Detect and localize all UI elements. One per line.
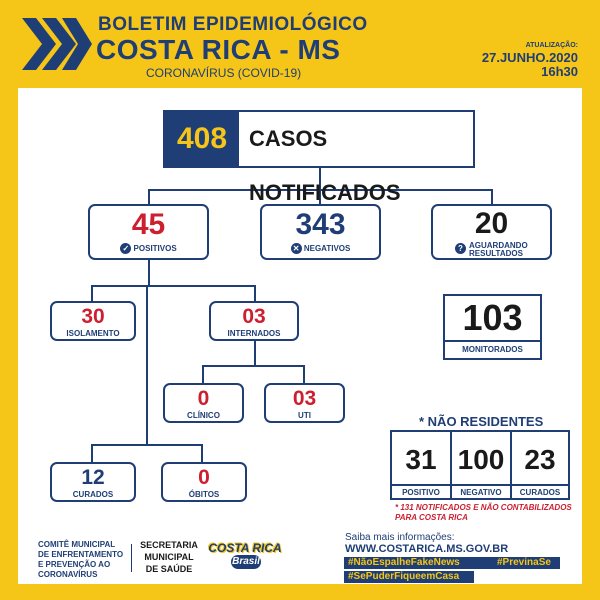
logo-text: COSTA RICA <box>208 541 282 555</box>
costa-rica-logo: COSTA RICA Brasil <box>207 538 283 576</box>
connector <box>91 285 93 303</box>
connector <box>146 285 148 445</box>
connector <box>491 189 493 205</box>
obitos-value: 0 <box>198 466 210 489</box>
cases-total-value: 408 <box>165 112 239 166</box>
nao-residentes-title: * NÃO RESIDENTES <box>419 414 544 429</box>
nao-residentes-label-row: POSITIVO NEGATIVO CURADOS <box>392 484 568 500</box>
uti-box: 03 UTI <box>264 383 345 423</box>
positivos-label-row: ✓ POSITIVOS <box>90 243 207 254</box>
connector <box>148 258 150 286</box>
nao-residentes-note-1: * 131 NOTIFICADOS E NÃO CONTABILIZADOS <box>395 503 572 512</box>
monitorados-label-bar: MONITORADOS <box>443 342 542 360</box>
positivos-value: 45 <box>131 208 166 241</box>
hashtag-bar-1 <box>344 557 560 569</box>
connector <box>91 285 256 287</box>
negativos-label-row: ✕ NEGATIVOS <box>262 243 379 254</box>
update-label: ATUALIZAÇÃO: <box>525 42 578 49</box>
committee-line-1: COMITÊ MUNICIPAL <box>38 540 116 549</box>
connector <box>202 365 305 367</box>
secretaria-line-3: DE SAÚDE <box>145 564 193 574</box>
chevrons-icon <box>22 14 92 74</box>
hashtag-previna: #PrevinaSe <box>497 557 551 568</box>
hashtag-bar-2 <box>344 571 474 583</box>
connector <box>319 189 321 205</box>
obitos-box: 0 ÓBITOS <box>161 462 247 502</box>
header-city: COSTA RICA - MS <box>96 34 341 65</box>
nao-residentes-cell: 100 <box>452 432 512 498</box>
connector <box>303 365 305 385</box>
isolamento-box: 30 ISOLAMENTO <box>50 301 136 341</box>
connector <box>91 444 203 446</box>
negativos-label: NEGATIVOS <box>303 244 351 253</box>
negativos-value: 343 <box>295 208 346 241</box>
internados-box: 03 INTERNADOS <box>209 301 299 341</box>
connector <box>91 444 93 464</box>
isolamento-label: ISOLAMENTO <box>66 329 120 338</box>
connector <box>254 340 256 366</box>
monitorados-value: 103 <box>462 297 523 338</box>
committee-line-2: DE ENFRENTAMENTO <box>38 550 124 559</box>
connector <box>201 444 203 464</box>
curados-box: 12 CURADOS <box>50 462 136 502</box>
nao-residentes-curados-label: CURADOS <box>519 488 561 497</box>
secretaria-line-1: SECRETARIA <box>140 540 198 550</box>
nao-residentes-curados-value: 23 <box>524 444 556 475</box>
header-title: BOLETIM EPIDEMIOLÓGICO <box>98 14 368 35</box>
clinico-label: CLÍNICO <box>187 411 220 420</box>
positivos-box: 45 ✓ POSITIVOS <box>88 204 209 260</box>
question-icon: ? <box>455 243 466 254</box>
obitos-label: ÓBITOS <box>188 490 220 499</box>
monitorados-box: 103 <box>443 294 542 342</box>
isolamento-value: 30 <box>81 305 105 328</box>
internados-value: 03 <box>242 305 266 328</box>
aguardando-label-1: AGUARDANDO <box>469 241 528 250</box>
update-date: 27.JUNHO.2020 <box>481 50 578 65</box>
footer-divider <box>131 544 132 572</box>
update-time: 16h30 <box>541 64 578 79</box>
aguardando-label-2: RESULTADOS <box>469 249 523 258</box>
hashtag-fique-casa: #SePuderFiqueemCasa <box>348 571 460 582</box>
connector <box>319 168 321 190</box>
nao-residentes-negativo-label: NEGATIVO <box>460 488 502 497</box>
connector <box>254 285 256 303</box>
negativos-box: 343 ✕ NEGATIVOS <box>260 204 381 260</box>
nao-residentes-negativo-value: 100 <box>457 444 505 475</box>
aguardando-box: 20 ? AGUARDANDO RESULTADOS <box>431 204 552 260</box>
cases-total-label: CASOS NOTIFICADOS <box>249 126 401 205</box>
internados-label: INTERNADOS <box>227 329 281 338</box>
connector <box>202 365 204 385</box>
nao-residentes-positivo-value: 31 <box>405 444 437 475</box>
curados-value: 12 <box>81 466 105 489</box>
info-label: Saiba mais informações: <box>345 532 455 543</box>
nao-residentes-positivo-label: POSITIVO <box>402 488 440 497</box>
aguardando-value: 20 <box>474 207 509 240</box>
connector <box>148 189 150 205</box>
check-icon: ✓ <box>120 243 132 254</box>
clinico-box: 0 CLÍNICO <box>163 383 244 423</box>
hashtag-fake-news: #NãoEspalheFakeNews <box>348 557 460 568</box>
positivos-label: POSITIVOS <box>133 244 177 253</box>
secretaria-line-2: MUNICIPAL <box>144 552 194 562</box>
clinico-value: 0 <box>197 387 210 410</box>
committee-line-4: CORONAVÍRUS <box>38 570 98 579</box>
nao-residentes-note-2: PARA COSTA RICA <box>395 513 468 522</box>
curados-label: CURADOS <box>72 490 114 499</box>
x-icon: ✕ <box>290 243 302 254</box>
nao-residentes-table: 31 100 23 POSITIVO NEGATIVO CURADOS <box>390 430 570 500</box>
monitorados-label: MONITORADOS <box>462 345 523 354</box>
nao-residentes-cell: 31 <box>392 432 452 498</box>
cases-total-box: 408 CASOS NOTIFICADOS <box>163 110 475 205</box>
nao-residentes-cell: 23 <box>512 432 568 498</box>
website-link[interactable]: WWW.COSTARICA.MS.GOV.BR <box>345 543 509 555</box>
uti-value: 03 <box>292 387 317 410</box>
logo-subtext: Brasil <box>231 555 261 569</box>
header-subtitle: CORONAVÍRUS (COVID-19) <box>146 66 302 80</box>
uti-label: UTI <box>298 411 311 420</box>
committee-line-3: E PREVENÇÃO AO <box>38 560 111 569</box>
